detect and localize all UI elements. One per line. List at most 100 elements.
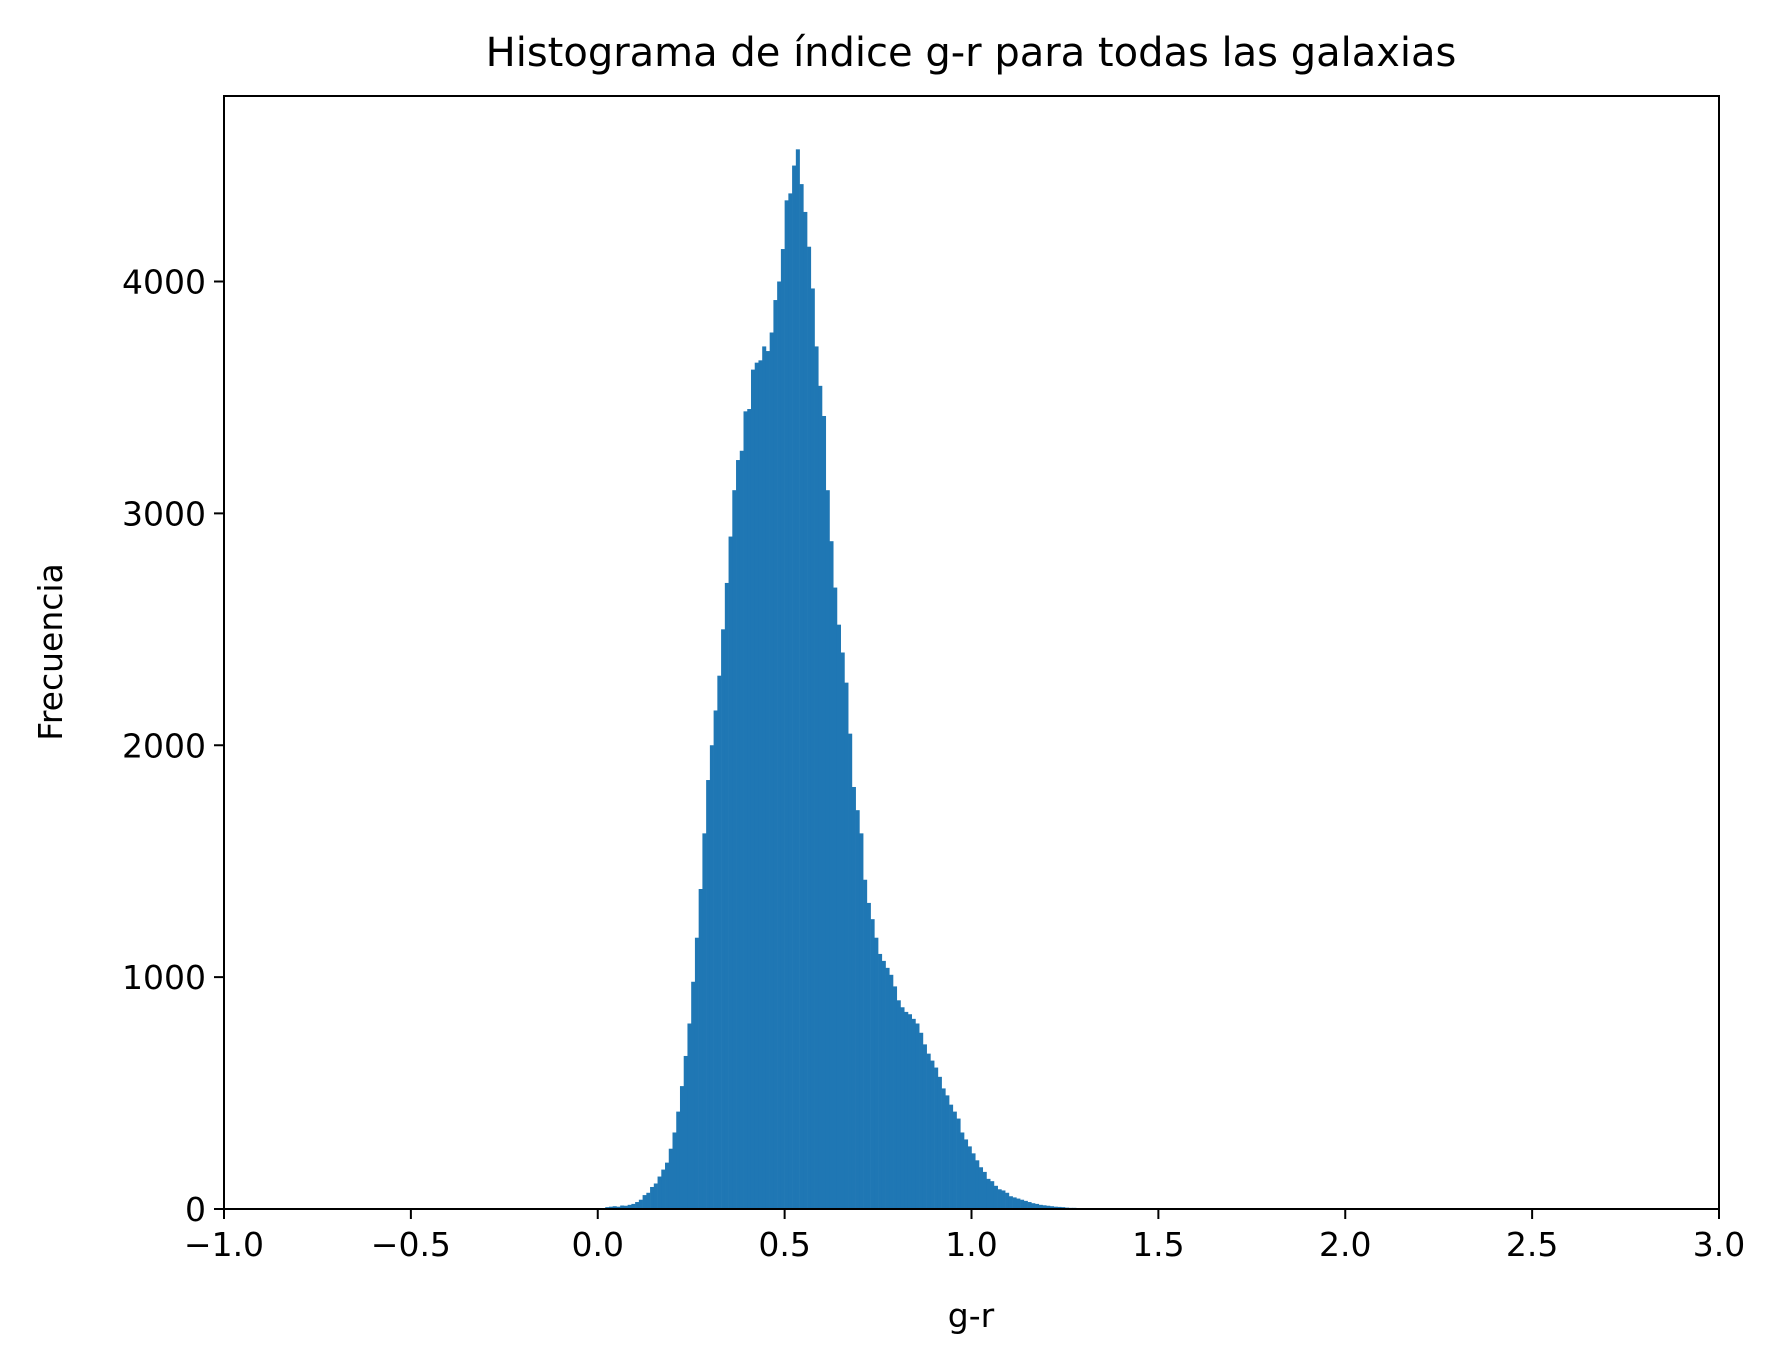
histogram-bar [706,780,711,1209]
histogram-bar [657,1176,662,1209]
histogram-bars [605,149,1092,1210]
y-tick-label: 2000 [122,726,206,765]
histogram-bar [709,745,714,1209]
x-tick-label: 0.5 [758,1225,810,1264]
histogram-bar [683,1055,688,1209]
histogram-bar [900,1007,905,1209]
histogram-bar [1008,1196,1013,1209]
histogram-bar [724,582,729,1209]
histogram-bar [822,415,827,1209]
histogram-bar [762,346,767,1209]
histogram-bar [896,1000,901,1209]
histogram-bar [941,1088,946,1209]
histogram-bar [653,1183,658,1209]
histogram-bar [736,460,741,1209]
histogram-bar [978,1167,984,1209]
histogram-bar [956,1118,961,1209]
x-axis-ticks: −1.0 −0.5 0.0 0.5 1.0 1.5 2.0 2.5 3.0 [184,1209,1745,1264]
histogram-bar [844,682,849,1209]
histogram-bar [874,937,879,1209]
histogram-bar [717,675,722,1209]
histogram-bar [679,1086,685,1209]
histogram-bar [612,1206,617,1209]
histogram-bar [990,1181,995,1209]
x-axis-label: g-r [948,1296,995,1335]
histogram-bar [672,1132,677,1209]
histogram-bar [993,1185,998,1209]
histogram-bar [934,1067,939,1209]
histogram-bar [975,1160,980,1209]
histogram-bar [769,332,774,1209]
histogram-bar [676,1111,681,1209]
histogram-bar [754,362,759,1209]
histogram-bar [795,149,800,1210]
x-tick-label: −0.5 [371,1225,451,1264]
histogram-bar [866,902,871,1209]
histogram-bar [608,1206,613,1209]
histogram-bar [803,211,808,1209]
histogram-bar [631,1203,636,1209]
histogram-bar [960,1132,965,1209]
histogram-bar [623,1205,628,1209]
histogram-bar [702,833,707,1209]
histogram-bar [814,346,819,1209]
histogram-bar [949,1104,954,1209]
x-tick-label: 3.0 [1693,1225,1745,1264]
histogram-bar [848,733,853,1209]
x-tick-label: 0.0 [572,1225,624,1264]
histogram-bar [904,1011,909,1209]
x-tick-label: 1.5 [1132,1225,1184,1264]
histogram-bar [859,833,864,1209]
histogram-bar [1020,1199,1025,1209]
histogram-bar [807,246,812,1210]
histogram-bar [885,967,890,1209]
histogram-bar [694,937,699,1209]
histogram-bar [818,385,823,1210]
histogram-bar [1038,1204,1043,1209]
histogram-bar [665,1162,670,1210]
histogram-bar [825,490,830,1209]
histogram-bar [713,710,718,1209]
histogram-bar [784,200,789,1210]
histogram-bar [635,1202,640,1209]
x-tick-label: −1.0 [184,1225,264,1264]
histogram-bar [930,1060,935,1209]
histogram-bar [1016,1198,1021,1209]
histogram-bar [743,411,748,1210]
histogram-bar [971,1153,976,1209]
histogram-bar [777,281,782,1209]
histogram-bar [881,960,886,1209]
histogram-bar [855,810,860,1209]
histogram-bar [638,1199,643,1209]
histogram-bar [687,1023,692,1209]
histogram-bar [788,193,793,1209]
histogram-bar [986,1178,991,1209]
histogram-bar [650,1186,655,1209]
histogram-bar [952,1111,957,1209]
histogram-bar [620,1205,625,1209]
histogram-bar [851,786,856,1209]
histogram-bar [829,541,834,1209]
y-tick-label: 0 [185,1190,206,1229]
histogram-bar [1031,1203,1036,1209]
histogram-bar [863,879,868,1209]
histogram-bar [642,1195,647,1209]
histogram-bar [1046,1205,1051,1209]
histogram-bar [964,1139,969,1209]
histogram-bar [915,1023,920,1209]
histogram-bar [1057,1206,1062,1209]
histogram-bar [721,629,726,1209]
histogram-bar [747,409,752,1209]
y-axis-label: Frecuencia [31,563,70,741]
histogram-bar [911,1018,916,1209]
histogram-bar [1053,1206,1058,1209]
histogram-bar [926,1053,931,1209]
histogram-bar [1049,1206,1055,1209]
histogram-bar [967,1146,972,1209]
histogram-bar [1042,1205,1047,1209]
x-tick-label: 1.0 [945,1225,997,1264]
histogram-bar [1027,1202,1032,1209]
histogram-bar [646,1192,651,1209]
histogram-bar [661,1169,666,1209]
